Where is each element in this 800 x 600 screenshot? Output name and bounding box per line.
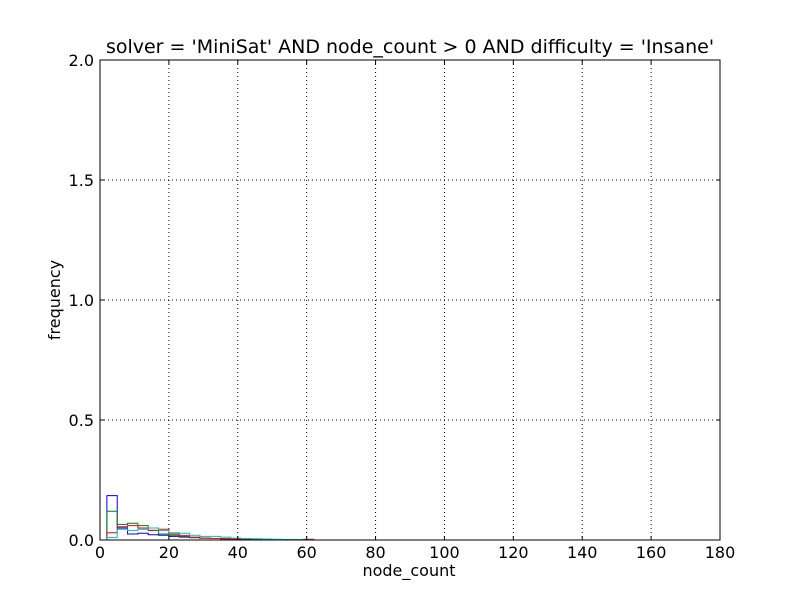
y-tick-label: 1.0 [69,291,94,310]
x-tick-label: 40 [228,543,248,562]
x-tick-label: 80 [365,543,385,562]
y-tick-label: 2.0 [69,51,94,70]
x-tick-label: 100 [429,543,460,562]
x-tick-label: 180 [705,543,736,562]
x-tick-label: 140 [567,543,598,562]
y-tick-label: 0.5 [69,411,94,430]
histogram-series-1 [106,495,315,541]
x-tick-label: 60 [296,543,316,562]
grid-lines [100,60,720,540]
x-tick-label: 20 [159,543,179,562]
y-tick-label: 1.5 [69,171,94,190]
x-tick-label: 120 [498,543,529,562]
x-tick-label: 0 [95,543,105,562]
series-group [106,495,548,541]
chart-title: solver = 'MiniSat' AND node_count > 0 AN… [106,36,714,58]
y-tick-label: 0.0 [69,531,94,550]
x-tick-label: 160 [636,543,667,562]
axis-ticks: 0 20 40 60 80 100 120 140 160 180 0.0 0.5 1.0 1.5 2.0 [69,51,736,562]
histogram-series-4 [106,527,315,541]
y-axis-label: frequency [45,260,64,340]
x-axis-label: node_count [362,561,455,581]
